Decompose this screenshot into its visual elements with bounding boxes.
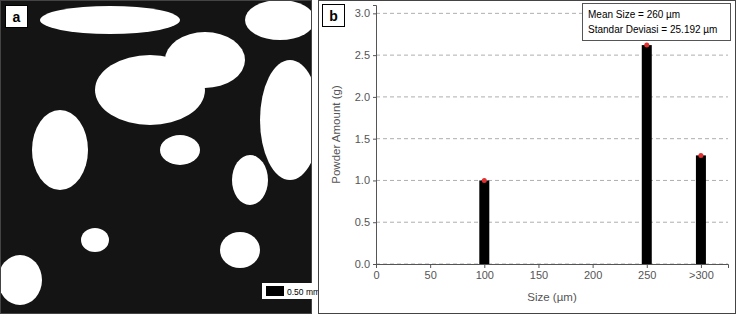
scale-bar xyxy=(266,286,284,296)
y-tick-label: 2.0 xyxy=(355,91,370,103)
y-tick: 1.0 xyxy=(355,174,376,186)
scale-bar-background xyxy=(262,283,322,299)
panel-label-box xyxy=(6,6,28,28)
y-axis-title: Powder Amount (g) xyxy=(330,85,342,184)
bar xyxy=(479,180,489,264)
y-tick-label: 0.0 xyxy=(355,258,370,270)
y-tick: 0.0 xyxy=(355,258,376,270)
x-tick-label: 150 xyxy=(530,269,548,281)
photo-gap xyxy=(1,255,42,305)
y-tick-label: 1.5 xyxy=(355,133,370,145)
y-tick-label: 3.0 xyxy=(355,7,370,19)
chart-panel: b 0 50 100 150 200 250 >300 0.0 0.5 1.0 1.5 2.0 2.5 3.… xyxy=(319,1,736,314)
grid-line xyxy=(376,55,728,56)
marker xyxy=(482,178,487,183)
x-tick: 250 xyxy=(638,264,656,281)
x-tick-mark xyxy=(593,264,594,268)
panel-border xyxy=(319,1,736,314)
photo xyxy=(1,1,311,313)
y-axis-line xyxy=(373,6,377,265)
y-tick-label: 1.0 xyxy=(355,174,370,186)
x-tick-label: 50 xyxy=(425,269,437,281)
photo-gap xyxy=(220,232,260,268)
panel-label: b xyxy=(329,8,338,24)
x-tick-mark xyxy=(538,264,539,268)
panel-label-box xyxy=(323,5,345,27)
y-tick-mark xyxy=(373,13,376,14)
x-tick: 50 xyxy=(425,264,437,281)
photo-gap xyxy=(81,228,109,252)
annotation: Mean Size = 260 µm Standar Deviasi = 25.1… xyxy=(583,4,731,41)
annotation-text: Standar Deviasi = 25.192 µm xyxy=(588,24,717,35)
x-tick: 200 xyxy=(584,264,602,281)
x-tick-mark xyxy=(701,264,702,268)
photo-gap xyxy=(232,155,268,205)
x-tick: 100 xyxy=(476,264,494,281)
annotation-box xyxy=(583,4,731,41)
x-tick: 150 xyxy=(530,264,548,281)
marker xyxy=(644,43,649,48)
x-axis-line xyxy=(377,265,729,269)
y-tick-mark xyxy=(373,264,376,265)
photo-gap xyxy=(32,110,88,190)
y-tick: 2.5 xyxy=(355,49,376,61)
panel-border xyxy=(1,1,312,314)
figure: a 0.50 mm b 0 50 100 150 200 250 >300 0.0 0.5 1.0 1.5… xyxy=(0,0,737,314)
marker xyxy=(698,153,703,158)
x-tick: 0 xyxy=(373,264,379,281)
grid-line xyxy=(376,180,728,181)
x-tick-label: >300 xyxy=(689,269,714,281)
x-tick-label: 0 xyxy=(373,269,379,281)
image-panel: a 0.50 mm xyxy=(0,0,322,314)
x-tick-mark xyxy=(647,264,648,268)
x-tick-label: 200 xyxy=(584,269,602,281)
photo-gap xyxy=(165,32,245,88)
y-tick-mark xyxy=(373,55,376,56)
x-axis-title: Size (µm) xyxy=(527,291,577,303)
y-tick-mark xyxy=(373,139,376,140)
photo-gap xyxy=(245,1,311,40)
x-tick: >300 xyxy=(689,264,714,281)
plot-marks xyxy=(479,43,706,264)
panel-label: a xyxy=(13,9,21,25)
photo-gap xyxy=(160,135,200,165)
y-tick-mark xyxy=(373,222,376,223)
grid-line xyxy=(376,138,728,139)
grid-line xyxy=(376,222,728,223)
y-tick: 0.5 xyxy=(355,216,376,228)
photo-gap xyxy=(260,60,311,180)
bar xyxy=(642,45,652,264)
y-axis: 0.0 0.5 1.0 1.5 2.0 2.5 3.0 xyxy=(355,6,377,271)
grid xyxy=(376,13,728,264)
grid-line xyxy=(376,96,728,97)
photo-background xyxy=(1,1,311,313)
x-tick-mark xyxy=(430,264,431,268)
x-tick-label: 100 xyxy=(476,269,494,281)
x-tick-mark xyxy=(484,264,485,268)
y-tick: 2.0 xyxy=(355,91,376,103)
y-tick-mark xyxy=(373,97,376,98)
y-tick: 3.0 xyxy=(355,7,376,19)
annotation-text: Mean Size = 260 µm xyxy=(588,9,680,20)
x-tick-label: 250 xyxy=(638,269,656,281)
y-tick-label: 0.5 xyxy=(355,216,370,228)
y-tick-mark xyxy=(373,180,376,181)
scale-bar-label: 0.50 mm xyxy=(287,287,320,297)
bar xyxy=(696,155,706,264)
y-tick: 1.5 xyxy=(355,133,376,145)
y-tick-label: 2.5 xyxy=(355,49,370,61)
photo-gap xyxy=(40,6,180,34)
x-axis: 0 50 100 150 200 250 >300 xyxy=(373,264,728,281)
